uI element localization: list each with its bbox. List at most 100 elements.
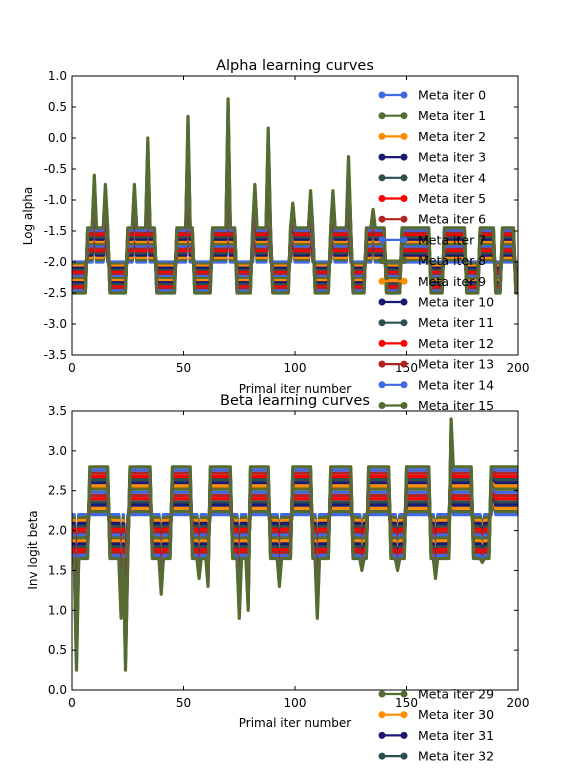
alpha-legend-label: Meta iter 2 — [418, 129, 486, 144]
beta-legend-marker — [400, 752, 408, 760]
alpha-y-tick-label: -2.5 — [44, 286, 67, 300]
alpha-legend-marker — [378, 339, 386, 347]
alpha-legend-marker — [400, 381, 408, 389]
beta-y-axis-label: Inv logit beta — [26, 510, 40, 589]
alpha-legend-marker — [378, 112, 386, 120]
beta-legend-marker — [378, 731, 386, 739]
alpha-legend-marker — [400, 360, 408, 368]
alpha-x-tick-label: 50 — [176, 361, 191, 375]
beta-x-tick-label: 200 — [507, 696, 530, 710]
alpha-legend-label: Meta iter 8 — [418, 253, 486, 268]
alpha-legend-marker — [378, 174, 386, 182]
beta-series-line-0 — [72, 479, 518, 571]
beta-chart-title: Beta learning curves — [220, 393, 370, 409]
alpha-legend-marker — [400, 112, 408, 120]
beta-series-line-7 — [72, 450, 518, 618]
alpha-legend-marker — [378, 277, 386, 285]
beta-series-line-15 — [72, 417, 518, 672]
beta-series-line-10 — [72, 438, 518, 639]
alpha-legend-marker — [400, 153, 408, 161]
alpha-legend-marker — [400, 277, 408, 285]
alpha-y-tick-label: -1.5 — [44, 224, 67, 238]
beta-legend-label: Meta iter 31 — [418, 728, 494, 743]
alpha-series-layer — [72, 97, 518, 295]
beta-y-tick-label: 2.0 — [48, 524, 67, 538]
beta-x-tick-label: 100 — [284, 696, 307, 710]
alpha-legend-label: Meta iter 11 — [418, 315, 494, 330]
alpha-x-axis-label: Primal iter number — [239, 382, 352, 396]
alpha-legend-label: Meta iter 13 — [418, 357, 494, 372]
beta-legend-marker — [400, 711, 408, 719]
alpha-y-tick-label: -3.0 — [44, 317, 67, 331]
beta-y-tick-label: 1.0 — [48, 603, 67, 617]
alpha-legend-marker — [400, 215, 408, 223]
alpha-y-tick-label: -2.0 — [44, 255, 67, 269]
beta-legend-marker — [378, 752, 386, 760]
beta-legend-marker — [400, 731, 408, 739]
alpha-legend-marker — [378, 319, 386, 327]
alpha-plot-frame — [71, 75, 519, 356]
alpha-legend-label: Meta iter 3 — [418, 150, 486, 165]
alpha-y-tick-label: -0.5 — [44, 162, 67, 176]
beta-series-line-8 — [72, 446, 518, 625]
alpha-legend-marker — [400, 319, 408, 327]
alpha-y-tick-label: -1.0 — [44, 193, 67, 207]
alpha-legend-label: Meta iter 6 — [418, 212, 486, 227]
beta-chart: Primal iter number Inv logit beta 0 50 100… — [26, 393, 529, 764]
alpha-legend-marker — [400, 236, 408, 244]
alpha-legend-label: Meta iter 4 — [418, 170, 486, 185]
alpha-legend-label: Meta iter 14 — [418, 377, 494, 392]
alpha-legend-marker — [400, 91, 408, 99]
beta-legend-marker — [400, 690, 408, 698]
beta-y-tick-label: 1.5 — [48, 563, 67, 577]
alpha-chart-title: Alpha learning curves — [216, 58, 374, 74]
beta-y-tick-label: 3.0 — [48, 444, 67, 458]
alpha-chart: Alpha learning curves Primal iter number… — [21, 58, 529, 413]
alpha-y-axis-label: Log alpha — [21, 187, 35, 246]
alpha-x-tick-label: 0 — [68, 361, 76, 375]
beta-legend: Meta iter 29 Meta iter 30 Meta iter 31 Meta… — [378, 687, 494, 764]
alpha-x-tick-label: 200 — [507, 361, 530, 375]
beta-x-axis-label: Primal iter number — [239, 716, 352, 730]
beta-legend-label: Meta iter 32 — [418, 749, 494, 764]
alpha-y-tick-label: -3.5 — [44, 348, 67, 362]
beta-x-tick-label: 50 — [176, 696, 191, 710]
alpha-legend-label: Meta iter 7 — [418, 232, 486, 247]
beta-x-tick-label: 0 — [68, 696, 76, 710]
alpha-legend-label: Meta iter 15 — [418, 398, 494, 413]
alpha-legend-marker — [400, 174, 408, 182]
alpha-legend-marker — [378, 132, 386, 140]
beta-series-line-13 — [72, 425, 518, 659]
alpha-legend-marker — [378, 360, 386, 368]
beta-plot-frame — [71, 410, 519, 691]
beta-y-tick-label: 0.0 — [48, 683, 67, 697]
alpha-legend-marker — [400, 132, 408, 140]
beta-series-line-11 — [72, 434, 518, 645]
alpha-legend-marker — [400, 195, 408, 202]
beta-series-line-6 — [72, 454, 518, 612]
alpha-legend-label: Meta iter 5 — [418, 191, 486, 206]
alpha-x-tick-label: 100 — [284, 361, 307, 375]
alpha-ticks-layer: 0 50 100 150 2001.00.50.0-0.5-1.0-1.5-2.0-2.… — [44, 69, 530, 375]
alpha-y-tick-label: 0.0 — [48, 131, 67, 145]
beta-legend-marker — [378, 690, 386, 698]
alpha-legend-label: Meta iter 10 — [418, 295, 494, 310]
alpha-legend-marker — [378, 195, 386, 202]
alpha-legend-label: Meta iter 0 — [418, 88, 486, 103]
beta-series-line-14 — [72, 421, 518, 665]
beta-y-tick-label: 2.5 — [48, 484, 67, 498]
alpha-legend-marker — [378, 402, 386, 409]
beta-series-layer — [72, 417, 518, 672]
beta-series-line-1 — [72, 475, 518, 578]
beta-legend-marker — [378, 711, 386, 719]
alpha-legend-marker — [378, 91, 386, 99]
alpha-legend-marker — [378, 153, 386, 161]
alpha-legend-marker — [400, 298, 408, 306]
beta-series-line-9 — [72, 442, 518, 632]
alpha-legend-label: Meta iter 9 — [418, 274, 486, 289]
alpha-y-tick-label: 0.5 — [48, 100, 67, 114]
alpha-legend-marker — [378, 257, 386, 265]
alpha-legend-marker — [400, 402, 408, 409]
beta-x-tick-label: 150 — [395, 696, 418, 710]
